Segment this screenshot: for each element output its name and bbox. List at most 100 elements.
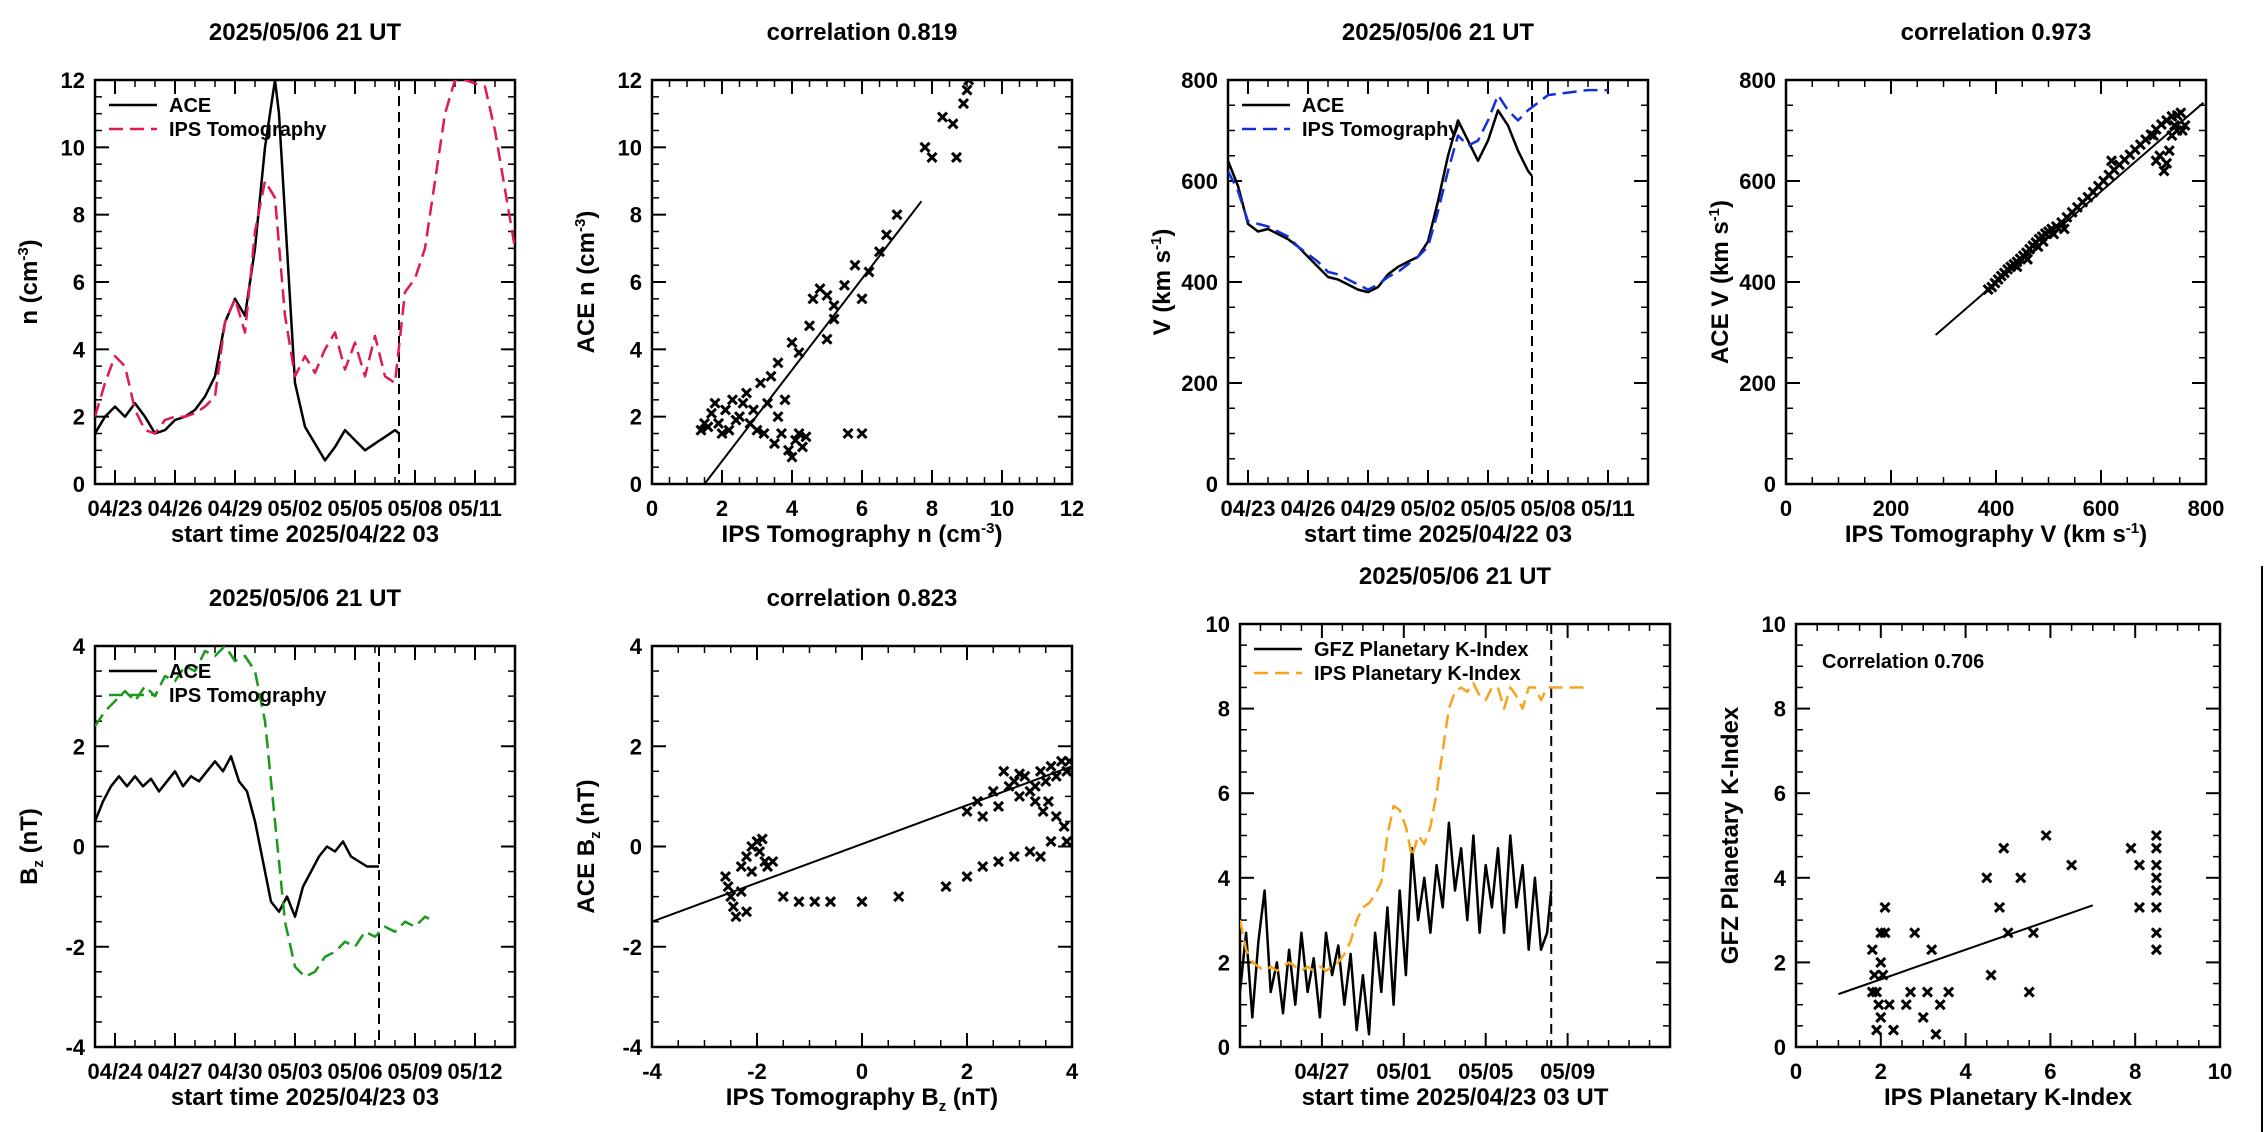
scatter-point bbox=[856, 896, 868, 908]
scatter-point bbox=[786, 337, 798, 349]
x-tick-label: 2 bbox=[961, 1059, 973, 1084]
scatter-point bbox=[712, 417, 725, 429]
scatter-point bbox=[754, 377, 767, 389]
plot-area bbox=[1228, 80, 1608, 484]
x-tick-label: 4 bbox=[1066, 1059, 1079, 1084]
x-axis-label: IPS Tomography Bz (nT) bbox=[726, 1084, 998, 1115]
scatter-point bbox=[2150, 944, 2162, 956]
scatter-point bbox=[1877, 969, 1889, 981]
x-tick-label: 04/26 bbox=[147, 496, 202, 521]
scatter-point bbox=[758, 427, 770, 440]
scatter-point bbox=[1013, 768, 1026, 780]
x-tick-label: 6 bbox=[856, 496, 868, 521]
x-tick-label: 800 bbox=[2188, 496, 2225, 521]
scatter-point bbox=[926, 151, 938, 163]
y-tick-label: 2 bbox=[630, 734, 642, 759]
regression-fit-line bbox=[1838, 904, 2094, 996]
scatter-point bbox=[705, 407, 718, 419]
scatter-point bbox=[1873, 999, 1885, 1011]
y-tick-label: 400 bbox=[1181, 270, 1218, 295]
x-tick-label: 05/03 bbox=[267, 1059, 322, 1084]
scatter-point bbox=[893, 891, 905, 903]
plot-frame bbox=[1238, 622, 1672, 1049]
scatter-point bbox=[777, 891, 789, 903]
legend-label: IPS Tomography bbox=[169, 685, 327, 707]
scatter-point bbox=[961, 84, 973, 96]
scatter-point bbox=[2147, 129, 2160, 142]
scatter-point bbox=[719, 404, 732, 416]
scatter-point bbox=[1917, 1011, 1929, 1023]
y-tick-label: 6 bbox=[1774, 781, 1786, 806]
x-tick-label: 05/02 bbox=[267, 496, 322, 521]
scatter-point bbox=[2133, 901, 2146, 913]
chart-title: 2025/05/06 21 UT bbox=[209, 585, 401, 612]
scatter-point bbox=[2150, 155, 2162, 167]
scatter-point bbox=[1063, 755, 1072, 767]
x-tick-label: -4 bbox=[642, 1059, 662, 1084]
scatter-point bbox=[2021, 253, 2034, 265]
x-tick-label: 8 bbox=[2129, 1059, 2141, 1084]
chart-title: 2025/05/06 21 UT bbox=[209, 19, 401, 46]
series-line-ips-tomography bbox=[95, 646, 436, 979]
y-tick-label: 12 bbox=[618, 68, 642, 93]
y-tick-label: 4 bbox=[73, 634, 86, 659]
y-axis-label: V (km s-1) bbox=[1148, 229, 1176, 336]
scatter-point bbox=[800, 431, 812, 443]
y-tick-label: 400 bbox=[1739, 270, 1776, 295]
scatter-point bbox=[737, 397, 749, 409]
scatter-point bbox=[891, 209, 903, 221]
scatter-point bbox=[2175, 107, 2187, 119]
x-axis-label: start time 2025/04/22 03 bbox=[1304, 521, 1572, 548]
scatter-point bbox=[1034, 765, 1047, 777]
scatter-point bbox=[809, 896, 821, 908]
scatter-point bbox=[856, 427, 868, 440]
plot-area bbox=[95, 80, 515, 484]
y-tick-label: 8 bbox=[1774, 697, 1786, 722]
scatter-point bbox=[740, 850, 753, 863]
legend-label: GFZ Planetary K-Index bbox=[1314, 639, 1529, 661]
scatter-point bbox=[1866, 944, 1878, 956]
plot-area bbox=[652, 755, 1072, 923]
scatter-point bbox=[2011, 261, 2023, 273]
scatter-point bbox=[727, 901, 739, 913]
scatter-point bbox=[838, 279, 851, 291]
y-tick-label: 0 bbox=[73, 472, 85, 497]
scatter-point bbox=[2150, 859, 2162, 871]
scatter-point bbox=[722, 881, 734, 893]
y-tick-label: 2 bbox=[1218, 950, 1230, 975]
scatter-point bbox=[2150, 884, 2162, 897]
y-tick-label: 600 bbox=[1181, 169, 1218, 194]
scatter-point bbox=[873, 246, 886, 258]
scatter-point bbox=[1866, 986, 1878, 998]
scatter-point bbox=[1930, 1028, 1942, 1040]
scatter-point bbox=[2150, 927, 2162, 939]
scatter-point bbox=[1008, 850, 1020, 863]
scatter-point bbox=[719, 871, 732, 883]
y-tick-label: 2 bbox=[73, 734, 85, 759]
scatter-point bbox=[807, 293, 819, 305]
series-line-ace bbox=[95, 80, 400, 462]
scatter-point bbox=[782, 444, 795, 456]
scatter-point bbox=[2158, 165, 2170, 177]
x-tick-label: 0 bbox=[856, 1059, 868, 1084]
scatter-point bbox=[803, 320, 816, 332]
scatter-point bbox=[1868, 969, 1881, 981]
chart-title: 2025/05/06 21 UT bbox=[1342, 19, 1534, 46]
scatter-point bbox=[961, 805, 973, 817]
scatter-point bbox=[947, 118, 959, 130]
scatter-point bbox=[828, 300, 840, 312]
legend-label: ACE bbox=[1302, 95, 1344, 117]
x-tick-label: 0 bbox=[646, 496, 658, 521]
scatter-point bbox=[772, 357, 784, 369]
y-tick-label: 200 bbox=[1181, 371, 1218, 396]
scatter-point bbox=[1879, 927, 1891, 939]
x-tick-label: 4 bbox=[786, 496, 799, 521]
y-tick-label: 2 bbox=[630, 405, 642, 430]
scatter-point bbox=[1040, 775, 1052, 787]
legend-label: IPS Tomography bbox=[1302, 119, 1460, 141]
x-tick-label: 0 bbox=[1780, 496, 1792, 521]
scatter-point bbox=[950, 151, 963, 163]
scatter-point bbox=[1904, 986, 1917, 998]
